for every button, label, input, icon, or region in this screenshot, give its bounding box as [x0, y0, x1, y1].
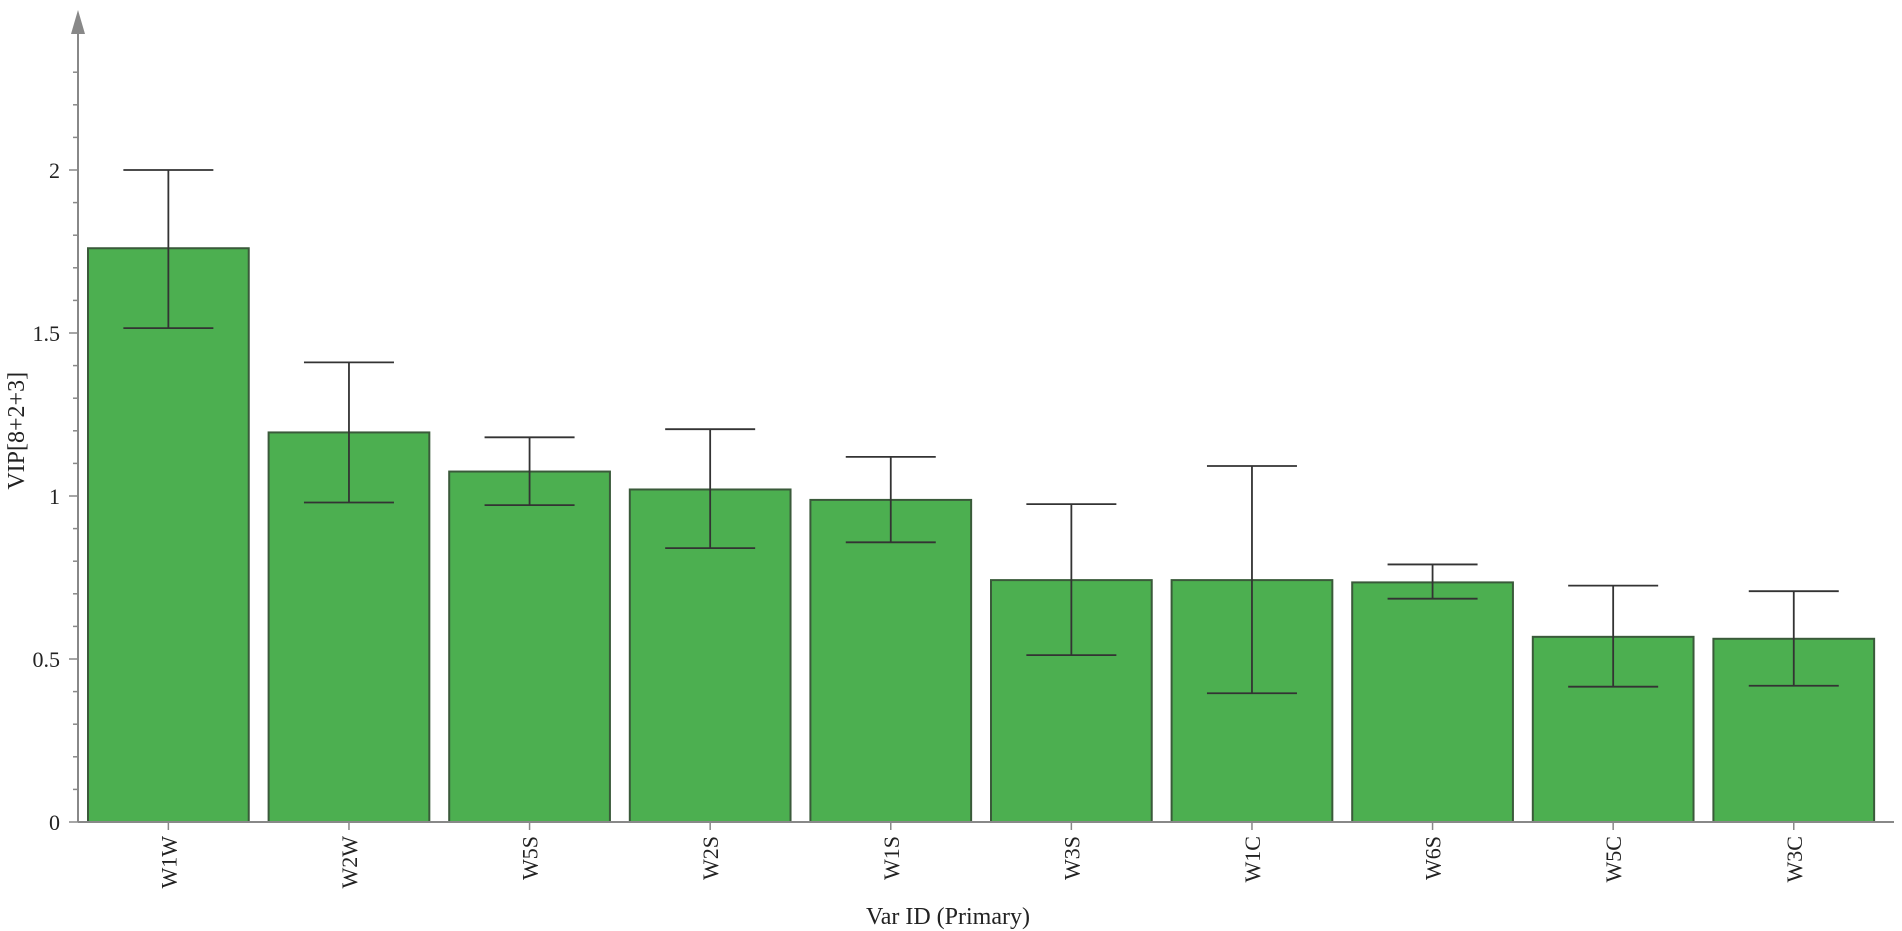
x-tick-label: W1C: [1240, 836, 1265, 882]
x-tick-label: W5S: [518, 836, 543, 880]
error-bar-w1c: [1206, 465, 1297, 695]
x-axis-title: Var ID (Primary): [866, 904, 1030, 930]
y-axis-arrow-icon: [71, 10, 85, 34]
axes-layer: [71, 10, 1894, 823]
x-tick-label: W1S: [879, 836, 904, 880]
error-bar-w6s: [1387, 563, 1478, 600]
bar-w1s: [809, 498, 973, 823]
bar-w1w: [87, 247, 250, 824]
error-bar-w2s: [665, 428, 756, 550]
x-tick-label: W2W: [337, 836, 362, 889]
error-bar-w1s: [845, 455, 936, 544]
y-tick-label: 0.5: [33, 647, 61, 672]
x-tick-label: W2S: [698, 836, 723, 880]
error-bar-w5c: [1568, 584, 1659, 688]
y-tick-label: 1.5: [33, 321, 61, 346]
error-bar-w3s: [1026, 503, 1117, 656]
error-bar-w2w: [303, 361, 394, 504]
error-bar-w5s: [484, 436, 575, 507]
y-tick-label: 2: [49, 158, 60, 183]
y-ticks-layer: 0 0.5 1 1.5 2: [33, 71, 78, 835]
x-ticks-layer: W1W W2W W5S W2S W1S W3S W1C W6S W5C W3C: [156, 822, 1807, 889]
y-axis-title: VIP[8+2+3]: [4, 372, 30, 490]
error-bar-w1w: [123, 169, 214, 330]
error-bars-layer: [123, 169, 1839, 695]
x-tick-label: W5C: [1601, 836, 1626, 882]
x-tick-label: W1W: [156, 836, 181, 889]
bar-w6s: [1351, 581, 1514, 824]
y-tick-label: 0: [49, 810, 60, 835]
bar-w5s: [448, 470, 611, 823]
x-tick-label: W6S: [1421, 836, 1446, 880]
y-tick-label: 1: [49, 484, 60, 509]
x-tick-label: W3S: [1059, 836, 1084, 880]
error-bar-w3c: [1748, 590, 1839, 687]
x-tick-label: W3C: [1782, 836, 1807, 882]
bars-layer: [87, 247, 1876, 824]
